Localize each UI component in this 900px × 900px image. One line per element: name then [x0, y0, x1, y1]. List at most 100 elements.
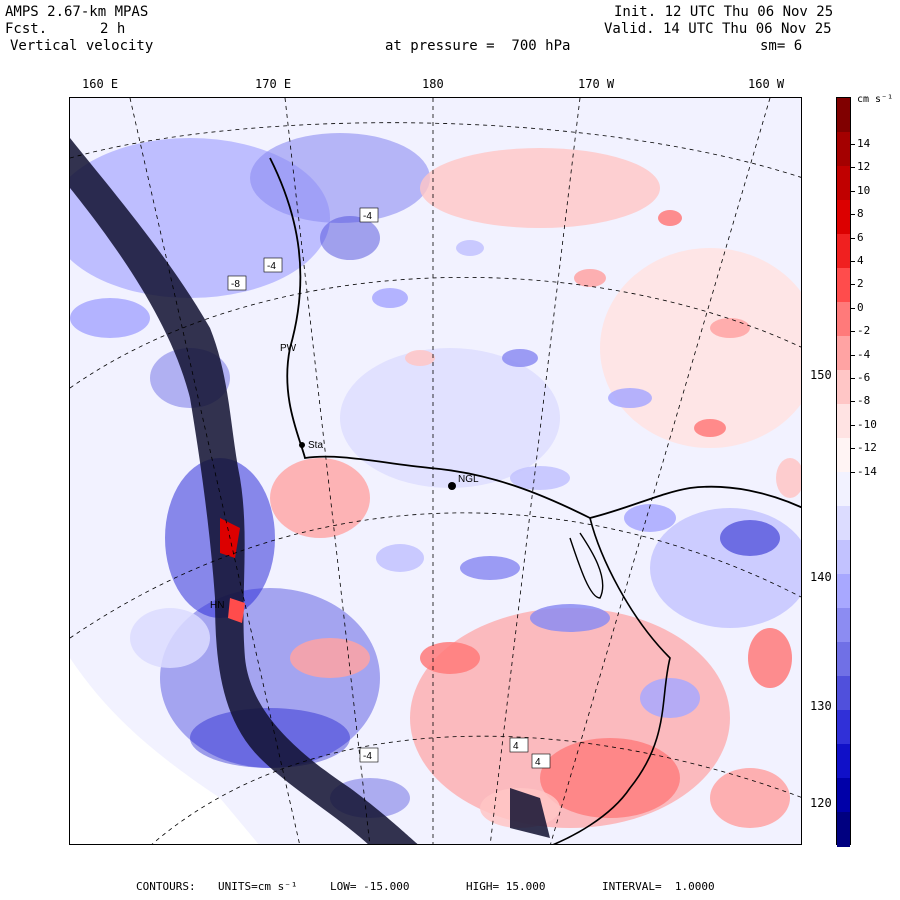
graticule: [70, 98, 801, 844]
red-region-coast: [270, 458, 370, 538]
blue-region-north: [250, 133, 430, 223]
colorbar-tick-label: 12: [857, 160, 871, 174]
colorbar-tick-label: 0: [857, 300, 864, 314]
colorbar-segment: [837, 336, 850, 371]
station-ngl-marker: [448, 482, 456, 490]
colorbar-tick-label: -12: [857, 441, 877, 455]
colorbar-segment: [837, 778, 850, 813]
colorbar-segment: [837, 608, 850, 643]
init-time: Init. 12 UTC Thu 06 Nov 25: [614, 4, 834, 20]
contour-labels: -4 -4 -4 -8 4 4: [227, 207, 551, 769]
footer-contours: CONTOURS:: [136, 880, 196, 893]
colorbar-segment: [837, 268, 850, 303]
colorbar-tick-mark: [851, 424, 855, 426]
vertical-velocity-field: NGL Sta PW HN -4 -4 -4 -8 4 4: [70, 98, 801, 844]
smoothing: sm= 6: [760, 38, 803, 54]
colorbar-tick-label: -10: [857, 417, 877, 431]
colorbar-tick-mark: [851, 471, 855, 473]
colorbar-tick-mark: [851, 261, 855, 262]
colorbar-tick-mark: [851, 237, 855, 239]
forecast-label: Fcst.: [5, 21, 48, 37]
svg-text:-8: -8: [231, 279, 240, 290]
dark-patch-south: [510, 788, 550, 838]
station-hn-label: HN: [210, 600, 224, 611]
coastline: [269, 157, 801, 519]
valid-time: Valid. 14 UTC Thu 06 Nov 25: [604, 21, 832, 37]
footer-high: HIGH= 15.000: [466, 880, 546, 893]
lon-label-160e: 160 E: [82, 77, 119, 91]
colorbar-segment: [837, 234, 850, 269]
red-spot-2: [228, 598, 245, 623]
colorbar-segment: [837, 540, 850, 575]
colorbar-tick-mark: [851, 354, 855, 356]
colorbar-segment: [837, 744, 850, 779]
blue-region-sw: [160, 588, 380, 768]
colorbar-segment: [837, 404, 850, 439]
variable-name: Vertical velocity: [10, 38, 154, 54]
colorbar-segment: [837, 472, 850, 507]
svg-text:-4: -4: [363, 751, 372, 762]
colorbar-tick-label: -14: [857, 464, 877, 478]
footer-interval: INTERVAL= 1.0000: [602, 880, 715, 893]
colorbar-tick-label: 2: [857, 277, 864, 291]
colorbar-segment: [837, 132, 850, 167]
coast-feature: [569, 532, 604, 599]
colorbar-segment: [837, 710, 850, 745]
svg-text:-4: -4: [267, 261, 276, 272]
colorbar: [836, 97, 851, 847]
colorbar-segment: [837, 642, 850, 677]
lon-label-180: 180: [422, 77, 444, 91]
colorbar-tick-label: 8: [857, 207, 864, 221]
svg-text:4: 4: [535, 757, 541, 768]
colorbar-segment: [837, 438, 850, 473]
no-data-region: [70, 658, 259, 844]
svg-text:-4: -4: [363, 211, 372, 222]
colorbar-tick-label: 10: [857, 183, 871, 197]
map-panel: NGL Sta PW HN -4 -4 -4 -8 4 4: [69, 97, 802, 845]
svg-text:4: 4: [513, 741, 519, 752]
colorbar-tick-mark: [851, 331, 855, 333]
lon-label-170w: 170 W: [578, 77, 615, 91]
mountain-band: [70, 138, 418, 844]
colorbar-tick-label: -8: [857, 394, 871, 408]
colorbar-tick-mark: [851, 144, 855, 145]
footer-low: LOW= -15.000: [330, 880, 410, 893]
colorbar-segment: [837, 574, 850, 609]
colorbar-segment: [837, 98, 850, 133]
colorbar-tick-label: 14: [857, 137, 871, 150]
colorbar-segment: [837, 370, 850, 405]
colorbar-segment: [837, 166, 850, 201]
forecast-hours: 2 h: [100, 21, 126, 37]
station-sta-marker: [299, 442, 305, 448]
colorbar-segment: [837, 812, 850, 847]
colorbar-tick-label: -4: [857, 347, 871, 361]
lon-label-160w: 160 W: [748, 77, 785, 91]
colorbar-segment: [837, 302, 850, 337]
colorbar-tick-mark: [851, 448, 855, 450]
colorbar-tick-label: -6: [857, 371, 871, 384]
station-ngl-label: NGL: [458, 474, 479, 485]
footer-units: UNITS=cm s⁻¹: [218, 880, 298, 893]
red-core-south: [540, 738, 680, 818]
colorbar-tick-mark: [851, 167, 855, 169]
colorbar-segment: [837, 200, 850, 235]
colorbar-tick-mark: [851, 284, 855, 286]
colorbar-tick-mark: [851, 214, 855, 216]
blue-region-center: [340, 348, 560, 488]
colorbar-units: cm s⁻¹: [857, 94, 894, 105]
colorbar-tick-label: -2: [857, 324, 871, 338]
red-region-north: [420, 148, 660, 228]
grounding-line: [552, 517, 671, 844]
station-sta-label: Sta: [308, 440, 323, 451]
colorbar-segment: [837, 676, 850, 711]
station-pw-label: PW: [280, 343, 297, 354]
colorbar-tick-mark: [851, 401, 855, 403]
colorbar-tick-mark: [851, 378, 855, 379]
pressure-level: at pressure = 700 hPa: [385, 38, 571, 54]
colorbar-tick-mark: [851, 307, 855, 309]
model-title: AMPS 2.67-km MPAS: [5, 4, 149, 20]
colorbar-tick-label: 4: [857, 254, 864, 267]
colorbar-tick-label: 6: [857, 230, 864, 244]
lon-label-170e: 170 E: [255, 77, 292, 91]
colorbar-segment: [837, 506, 850, 541]
